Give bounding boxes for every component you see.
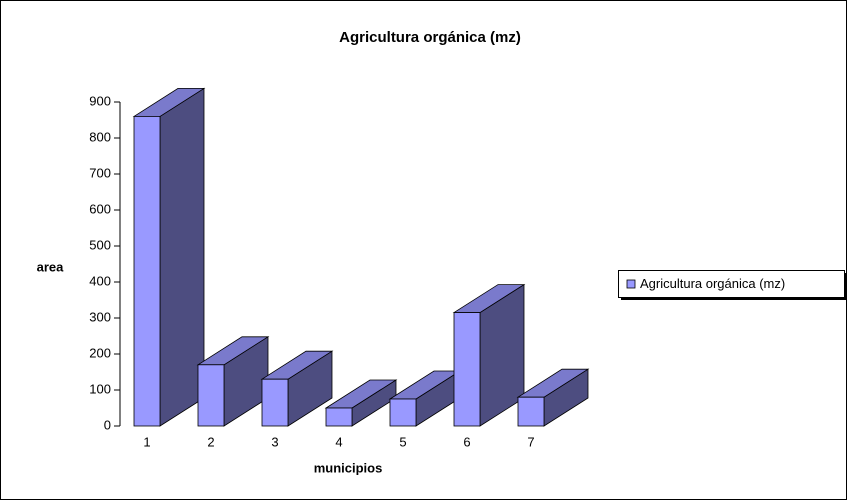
y-tick-label: 100 bbox=[89, 381, 111, 396]
bar bbox=[261, 378, 289, 427]
x-tick-label: 4 bbox=[335, 434, 342, 449]
y-tick-label: 400 bbox=[89, 273, 111, 288]
legend-label: Agricultura orgánica (mz) bbox=[640, 276, 785, 291]
bar-side bbox=[159, 87, 205, 427]
bar bbox=[133, 116, 161, 427]
bar bbox=[517, 396, 545, 427]
bar bbox=[453, 312, 481, 427]
bar bbox=[197, 364, 225, 427]
y-tick-label: 300 bbox=[89, 309, 111, 324]
legend-swatch bbox=[626, 279, 636, 289]
y-tick-label: 800 bbox=[89, 129, 111, 144]
y-tick-label: 600 bbox=[89, 201, 111, 216]
bar bbox=[389, 398, 417, 427]
x-tick-label: 6 bbox=[463, 434, 470, 449]
y-tick-label: 200 bbox=[89, 345, 111, 360]
bar bbox=[325, 407, 353, 427]
x-tick-label: 3 bbox=[271, 434, 278, 449]
x-tick-label: 7 bbox=[527, 434, 534, 449]
y-tick-label: 500 bbox=[89, 237, 111, 252]
y-axis-label: area bbox=[37, 259, 65, 274]
y-tick-label: 900 bbox=[89, 93, 111, 108]
y-tick-label: 700 bbox=[89, 165, 111, 180]
x-axis-label: municipios bbox=[314, 460, 383, 475]
x-tick-label: 2 bbox=[207, 434, 214, 449]
y-tick-label: 0 bbox=[104, 417, 111, 432]
x-tick-label: 5 bbox=[399, 434, 406, 449]
chart-title: Agricultura orgánica (mz) bbox=[339, 29, 521, 46]
legend bbox=[618, 270, 845, 298]
x-tick-label: 1 bbox=[143, 434, 150, 449]
